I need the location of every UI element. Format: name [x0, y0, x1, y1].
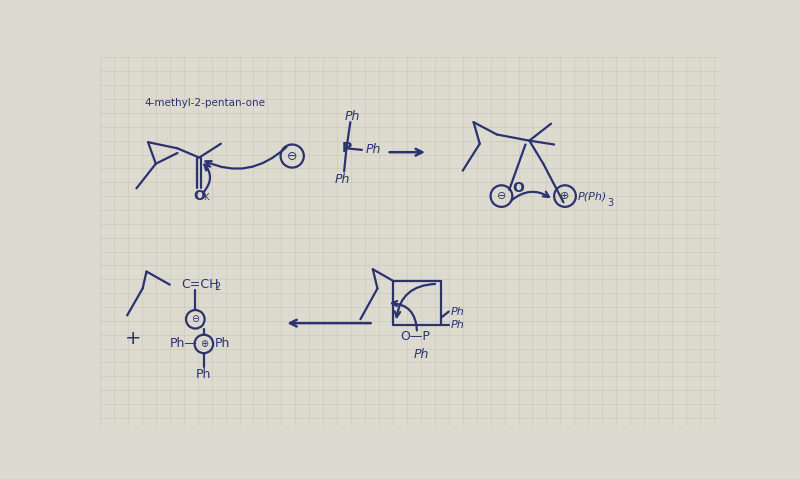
Text: Ph: Ph: [450, 320, 464, 331]
Text: 4-methyl-2-pentan-one: 4-methyl-2-pentan-one: [144, 98, 265, 107]
Text: 2: 2: [214, 282, 220, 292]
Text: Ph: Ph: [345, 110, 360, 123]
Text: Ph: Ph: [196, 368, 211, 381]
Text: ⊖: ⊖: [497, 191, 506, 201]
Text: Ph: Ph: [335, 172, 350, 186]
Text: P(Ph): P(Ph): [578, 191, 607, 201]
Text: P: P: [342, 141, 351, 155]
Text: O—P: O—P: [401, 330, 430, 342]
Text: O: O: [194, 189, 205, 203]
Text: C=CH: C=CH: [182, 278, 219, 291]
Text: 3: 3: [607, 198, 613, 208]
Text: Ph—: Ph—: [170, 337, 198, 351]
Text: Ph: Ph: [366, 143, 382, 156]
Text: Ph: Ph: [214, 337, 230, 351]
Text: ⊕: ⊕: [560, 191, 570, 201]
Text: O: O: [513, 182, 525, 195]
Text: Ph: Ph: [413, 348, 429, 361]
Text: Ph: Ph: [450, 307, 464, 317]
Text: ⊖: ⊖: [191, 314, 199, 324]
Text: +: +: [125, 329, 142, 348]
Text: ⊖: ⊖: [287, 149, 298, 162]
Text: ⊕: ⊕: [200, 339, 208, 349]
Text: K: K: [203, 193, 209, 202]
